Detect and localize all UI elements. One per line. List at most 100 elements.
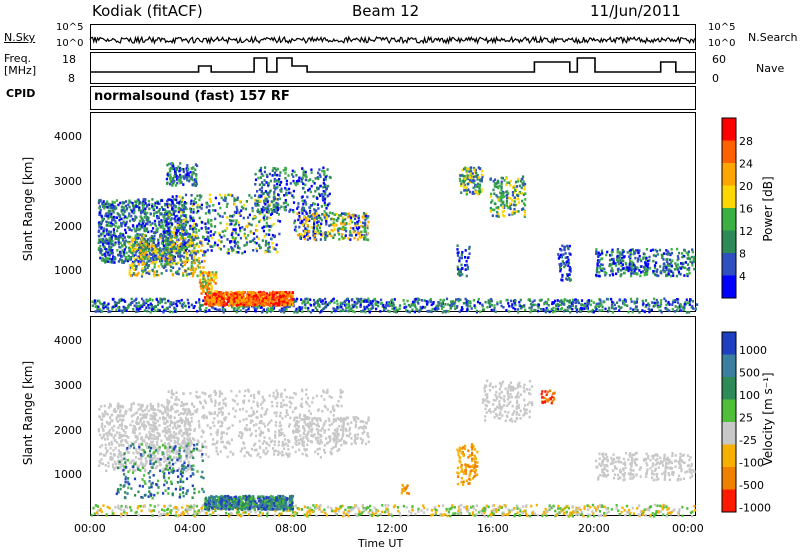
power-cell bbox=[310, 184, 313, 188]
power-cell bbox=[164, 239, 167, 243]
power-cell bbox=[287, 174, 290, 177]
power-cell bbox=[493, 307, 496, 310]
power-cell bbox=[238, 295, 241, 298]
power-cell bbox=[248, 305, 251, 308]
power-cell bbox=[316, 197, 319, 200]
power-cell bbox=[364, 214, 367, 218]
power-cell bbox=[207, 300, 210, 303]
power-cell bbox=[509, 207, 512, 211]
power-cell bbox=[646, 265, 649, 269]
power-cell bbox=[586, 300, 589, 303]
power-cell bbox=[281, 298, 284, 301]
power-cell bbox=[236, 299, 240, 303]
power-cell bbox=[194, 251, 197, 255]
power-cell bbox=[200, 207, 203, 210]
power-cell bbox=[361, 221, 365, 225]
power-cell bbox=[319, 229, 322, 233]
power-cell bbox=[142, 238, 145, 241]
power-cell bbox=[488, 301, 491, 305]
power-cell bbox=[521, 182, 524, 185]
power-cell bbox=[145, 229, 148, 232]
power-cell bbox=[362, 225, 365, 229]
power-cell bbox=[680, 305, 683, 308]
power-cell bbox=[252, 249, 255, 252]
power-cell bbox=[102, 205, 105, 208]
power-cell bbox=[312, 309, 315, 312]
power-cell bbox=[188, 233, 191, 236]
power-cell bbox=[331, 223, 334, 227]
power-cell bbox=[190, 257, 194, 260]
power-cell bbox=[167, 258, 170, 262]
power-cell bbox=[194, 163, 197, 166]
power-cell bbox=[500, 188, 503, 191]
power-cell bbox=[456, 248, 459, 251]
power-cell bbox=[656, 301, 659, 304]
power-cell bbox=[289, 208, 292, 212]
power-cell bbox=[304, 210, 308, 214]
power-cell bbox=[162, 297, 165, 301]
power-cell bbox=[269, 307, 272, 310]
power-cell bbox=[647, 307, 650, 311]
power-cell bbox=[313, 238, 316, 241]
power-cell bbox=[153, 237, 156, 241]
power-cell bbox=[505, 309, 508, 312]
power-cell bbox=[193, 246, 196, 250]
power-cell bbox=[309, 204, 312, 207]
power-cell bbox=[208, 197, 211, 201]
power-cell bbox=[185, 216, 188, 220]
power-cell bbox=[156, 249, 159, 253]
power-cell bbox=[239, 236, 242, 240]
power-cell bbox=[568, 277, 571, 280]
power-cell bbox=[172, 301, 175, 305]
power-cell bbox=[254, 309, 257, 313]
power-cell bbox=[146, 217, 149, 220]
power-cell bbox=[329, 301, 332, 305]
power-cell bbox=[248, 240, 252, 243]
power-cell bbox=[172, 241, 175, 244]
power-cell bbox=[149, 223, 152, 227]
power-cell bbox=[518, 192, 521, 196]
power-cell bbox=[491, 199, 494, 202]
power-cell bbox=[304, 178, 307, 182]
power-cell bbox=[503, 214, 506, 218]
power-cell bbox=[263, 208, 266, 212]
power-cell bbox=[173, 217, 176, 221]
power-cell bbox=[645, 258, 648, 261]
power-cell bbox=[132, 268, 135, 272]
power-cell bbox=[286, 203, 289, 207]
power-cell bbox=[174, 310, 177, 313]
power-cell bbox=[511, 211, 514, 215]
power-cell bbox=[108, 253, 111, 257]
power-cell bbox=[338, 227, 341, 230]
power-cell bbox=[261, 239, 264, 242]
power-cell bbox=[138, 251, 141, 255]
power-cell bbox=[323, 203, 326, 207]
power-cell bbox=[302, 235, 306, 238]
power-cell bbox=[180, 254, 183, 258]
power-cell bbox=[162, 310, 165, 314]
power-cell bbox=[226, 202, 229, 206]
power-cell bbox=[152, 274, 156, 278]
power-cell bbox=[666, 260, 669, 264]
power-cell bbox=[275, 201, 278, 205]
power-cell bbox=[533, 303, 536, 307]
power-cell bbox=[98, 229, 101, 232]
power-cell bbox=[480, 190, 483, 193]
power-cell bbox=[676, 309, 679, 312]
power-cell bbox=[181, 306, 184, 309]
power-cell bbox=[682, 261, 685, 265]
power-cell bbox=[514, 308, 517, 311]
power-cell bbox=[119, 201, 122, 205]
power-cell bbox=[645, 303, 648, 307]
power-cell bbox=[403, 302, 406, 306]
power-cell bbox=[321, 299, 324, 302]
power-cell bbox=[312, 298, 316, 302]
power-cell bbox=[299, 221, 302, 225]
power-cell bbox=[524, 308, 527, 312]
power-cell bbox=[471, 172, 474, 175]
power-cell bbox=[491, 214, 494, 217]
power-cell bbox=[192, 182, 196, 185]
power-cell bbox=[272, 222, 275, 226]
velocity-ytick-1000: 1000 bbox=[54, 468, 82, 481]
power-cell bbox=[258, 243, 261, 247]
